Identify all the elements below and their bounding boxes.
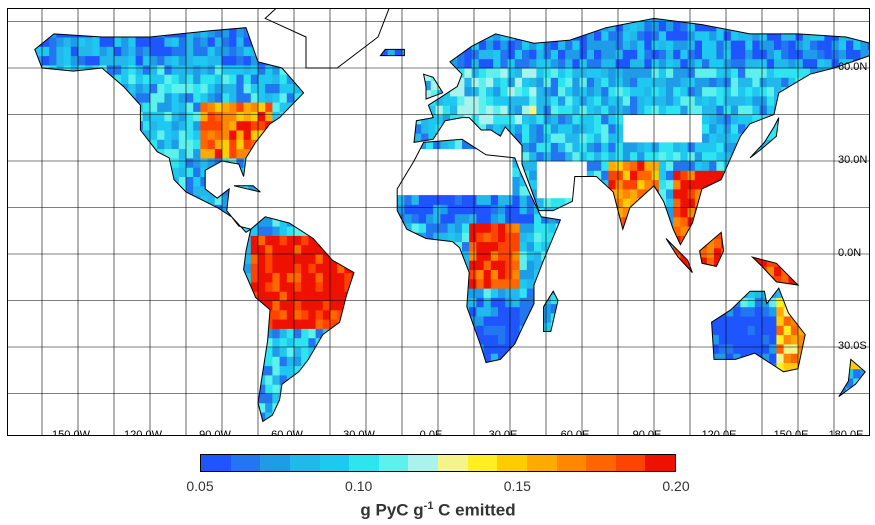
- iceland-coastline: [379, 48, 405, 57]
- colorbar-tick-label: 0.10: [345, 478, 373, 494]
- australia-coastline: [711, 287, 806, 373]
- colorbar-cell: [260, 455, 290, 471]
- longitude-label: 150.0E: [773, 429, 809, 436]
- latitude-label: 0.0N: [838, 247, 862, 259]
- colorbar-title: g PyC g-1 C emitted: [360, 500, 516, 520]
- madagascar-coastline: [543, 290, 559, 332]
- new-guinea-heat: [752, 257, 798, 285]
- colorbar-cell: [526, 455, 557, 471]
- colorbar-tick-label: 0.15: [503, 478, 531, 494]
- new-guinea-coastline: [750, 256, 800, 286]
- colorbar-tick-label: 0.05: [186, 478, 214, 494]
- africa-coastline: [396, 138, 562, 364]
- longitude-label: 30.0E: [488, 429, 518, 436]
- south-america-coastline: [243, 216, 355, 423]
- new-zealand-coastline: [838, 358, 866, 398]
- latitude-label: 60.0N: [838, 61, 868, 73]
- uk-coastline: [422, 73, 444, 100]
- africa-heat: [397, 139, 561, 363]
- longitude-label: 0.0E: [419, 429, 443, 436]
- borneo-heat: [699, 232, 724, 267]
- sumatra-coastline: [665, 238, 693, 273]
- colorbar-cell: [319, 455, 350, 471]
- colorbar-cell: [615, 455, 646, 471]
- colorbar-cell: [556, 455, 587, 471]
- map-frame: 150.0W 120.0W 90.0W 60.0W 30.0W 0.0E 30.0E 60.0…: [7, 8, 870, 436]
- latitude-label: 30.0N: [838, 154, 868, 166]
- colorbar-cell: [497, 455, 527, 471]
- colorbar-cell: [230, 455, 261, 471]
- colorbar-cell: [408, 455, 438, 471]
- japan-coastline: [749, 117, 780, 159]
- longitude-label: 180.0E: [828, 429, 864, 436]
- longitude-label: 30.0W: [343, 429, 375, 436]
- longitude-label: 120.0W: [124, 429, 162, 436]
- longitude-label: 150.0W: [52, 429, 90, 436]
- longitude-label: 60.0W: [271, 429, 303, 436]
- land-heat-layer: [34, 18, 869, 422]
- greenland-coastline: [264, 9, 390, 69]
- graticule: [8, 9, 869, 435]
- colorbar-cell: [201, 455, 231, 471]
- latitude-label: 30.0S: [838, 340, 867, 352]
- colorbar-cell: [586, 455, 616, 471]
- colorbar-tick-label: 0.20: [662, 478, 690, 494]
- colorbar-cell: [349, 455, 379, 471]
- north-america-heat: [34, 27, 304, 233]
- colorbar: [200, 454, 676, 472]
- longitude-label: 90.0E: [632, 429, 662, 436]
- colorbar-cell: [438, 455, 468, 471]
- borneo-coastline: [699, 231, 725, 267]
- colorbar-cell: [378, 455, 409, 471]
- longitude-label: 60.0E: [560, 429, 590, 436]
- colorbar-cell: [289, 455, 320, 471]
- iceland-heat: [380, 49, 405, 56]
- longitude-label: 90.0W: [199, 429, 231, 436]
- cuba-coastline: [233, 185, 261, 193]
- madagascar-heat: [543, 291, 558, 332]
- colorbar-cell: [645, 455, 675, 471]
- eurasia-coastline: [413, 17, 869, 246]
- colorbar-cell: [467, 455, 498, 471]
- longitude-label: 120.0E: [701, 429, 737, 436]
- world-map: [8, 9, 869, 435]
